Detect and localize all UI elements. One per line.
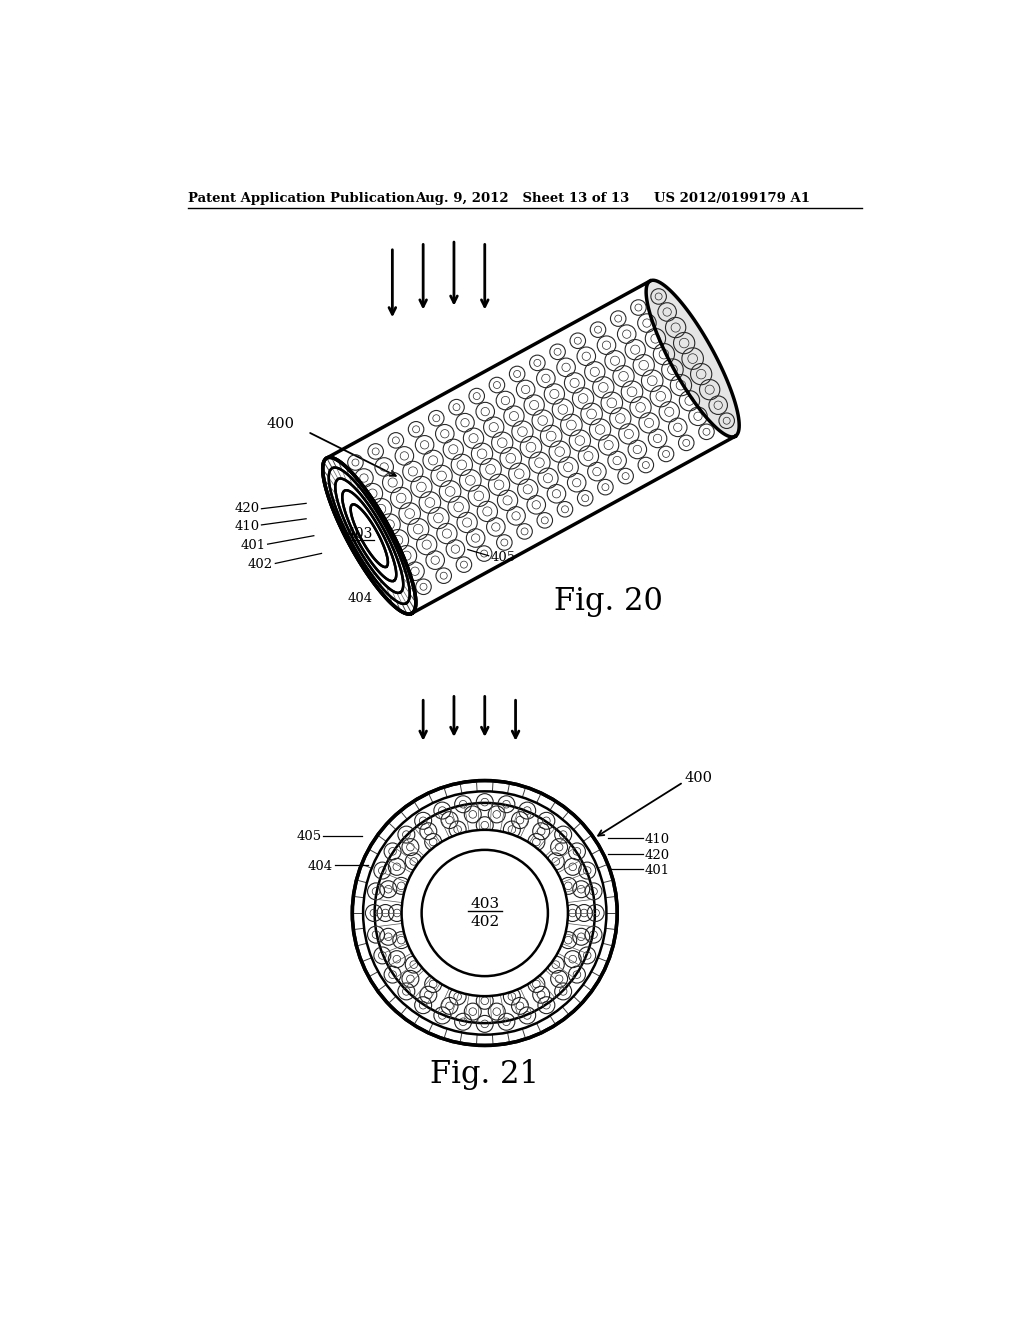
Text: 402: 402 <box>248 558 273 572</box>
Polygon shape <box>323 457 416 614</box>
Text: 420: 420 <box>234 502 260 515</box>
Text: 404: 404 <box>307 861 333 874</box>
Text: 400: 400 <box>685 771 713 785</box>
Text: Fig. 21: Fig. 21 <box>430 1059 540 1090</box>
Text: Patent Application Publication: Patent Application Publication <box>188 191 415 205</box>
Text: 403: 403 <box>347 527 373 541</box>
Circle shape <box>375 803 595 1023</box>
Text: 405: 405 <box>490 550 516 564</box>
Circle shape <box>401 830 568 997</box>
Circle shape <box>352 780 617 1045</box>
Polygon shape <box>646 280 739 437</box>
Text: 400: 400 <box>266 417 295 432</box>
Text: 403: 403 <box>470 896 500 911</box>
Polygon shape <box>329 467 410 603</box>
Polygon shape <box>350 504 388 568</box>
Text: 420: 420 <box>645 849 670 862</box>
Polygon shape <box>323 280 739 614</box>
Circle shape <box>422 850 548 977</box>
Text: 404: 404 <box>347 593 373 606</box>
Text: Fig. 20: Fig. 20 <box>554 586 663 616</box>
Text: 405: 405 <box>296 829 322 842</box>
Text: 401: 401 <box>645 865 670 878</box>
Text: 402: 402 <box>470 915 500 929</box>
Text: 401: 401 <box>241 539 265 552</box>
Polygon shape <box>335 479 403 593</box>
Circle shape <box>375 803 595 1023</box>
Polygon shape <box>342 490 396 581</box>
Text: US 2012/0199179 A1: US 2012/0199179 A1 <box>654 191 810 205</box>
Polygon shape <box>323 457 416 614</box>
Text: 410: 410 <box>645 833 670 846</box>
Circle shape <box>364 792 606 1035</box>
Text: 410: 410 <box>234 520 260 533</box>
Text: Aug. 9, 2012   Sheet 13 of 13: Aug. 9, 2012 Sheet 13 of 13 <box>416 191 630 205</box>
